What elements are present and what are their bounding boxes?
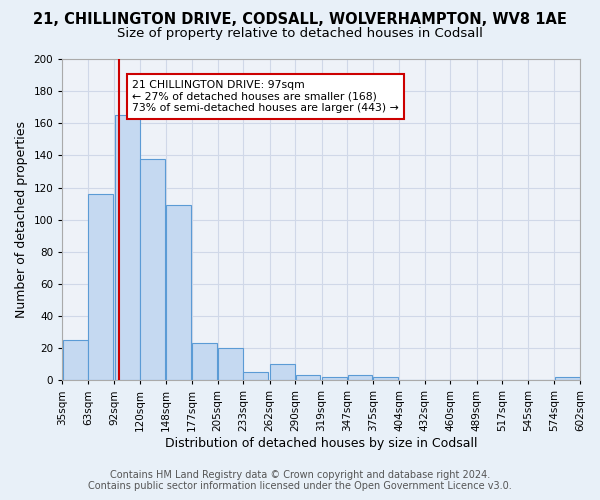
- Text: 21, CHILLINGTON DRIVE, CODSALL, WOLVERHAMPTON, WV8 1AE: 21, CHILLINGTON DRIVE, CODSALL, WOLVERHA…: [33, 12, 567, 28]
- Text: Contains public sector information licensed under the Open Government Licence v3: Contains public sector information licen…: [88, 481, 512, 491]
- Text: 21 CHILLINGTON DRIVE: 97sqm
← 27% of detached houses are smaller (168)
73% of se: 21 CHILLINGTON DRIVE: 97sqm ← 27% of det…: [132, 80, 399, 113]
- Bar: [140, 158, 165, 380]
- Bar: [115, 115, 140, 380]
- Bar: [244, 372, 268, 380]
- Bar: [347, 376, 373, 380]
- Text: Contains HM Land Registry data © Crown copyright and database right 2024.: Contains HM Land Registry data © Crown c…: [110, 470, 490, 480]
- Bar: [296, 376, 320, 380]
- Text: Size of property relative to detached houses in Codsall: Size of property relative to detached ho…: [117, 28, 483, 40]
- Bar: [555, 377, 580, 380]
- Bar: [373, 377, 398, 380]
- Bar: [88, 194, 113, 380]
- Bar: [322, 377, 347, 380]
- Y-axis label: Number of detached properties: Number of detached properties: [15, 121, 28, 318]
- Bar: [270, 364, 295, 380]
- X-axis label: Distribution of detached houses by size in Codsall: Distribution of detached houses by size …: [165, 437, 478, 450]
- Bar: [62, 340, 88, 380]
- Bar: [193, 344, 217, 380]
- Bar: [166, 205, 191, 380]
- Bar: [218, 348, 243, 380]
